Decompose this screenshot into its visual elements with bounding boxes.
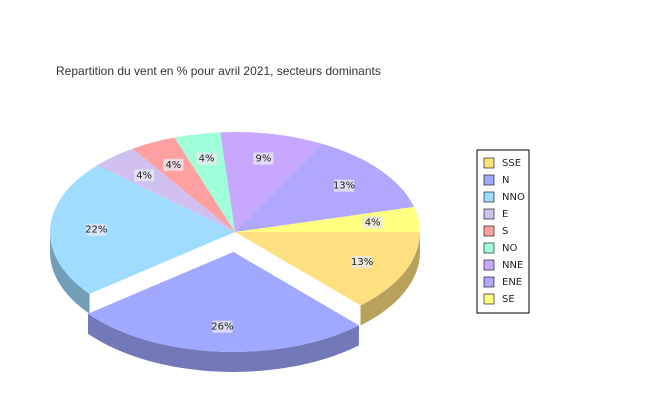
legend-label: NNE	[502, 260, 523, 271]
legend-label: N	[502, 175, 509, 186]
legend-swatch	[483, 191, 495, 203]
slice	[174, 132, 235, 232]
slice	[235, 232, 420, 306]
legend-swatch	[483, 225, 495, 237]
data-label: 9%	[255, 154, 271, 165]
slice	[87, 251, 359, 352]
legend-swatch	[483, 242, 495, 254]
data-label-bg	[253, 152, 274, 165]
slice	[97, 148, 236, 232]
data-label-bg	[334, 179, 355, 192]
legend-swatch	[483, 293, 495, 305]
legend-swatch	[483, 208, 495, 220]
data-label-bg	[134, 169, 155, 182]
legend-swatch	[483, 157, 495, 169]
legend-label: ENE	[502, 277, 522, 288]
chart-title: Repartition du vent en % pour avril 2021…	[56, 64, 381, 78]
legend-label: SE	[502, 294, 515, 305]
legend-label: E	[502, 209, 508, 220]
legend-label: NNO	[502, 192, 525, 203]
legend-label: S	[502, 226, 508, 237]
data-label-bg	[352, 256, 373, 269]
slice-side	[360, 232, 420, 326]
legend-label: NO	[502, 243, 517, 254]
slice	[132, 137, 235, 232]
slice	[235, 143, 415, 232]
legend-swatch	[483, 259, 495, 271]
slice-side	[50, 232, 90, 314]
legend-label: SSE	[502, 158, 521, 169]
data-label: 4%	[365, 218, 381, 229]
legend-swatch	[483, 276, 495, 288]
data-label: 26%	[211, 322, 233, 333]
legend-swatch	[483, 174, 495, 186]
data-label: 13%	[333, 181, 355, 192]
data-label: 4%	[136, 170, 152, 181]
slice-side	[87, 313, 359, 372]
data-label-bg	[163, 158, 184, 171]
data-label: 4%	[165, 160, 181, 171]
slice	[50, 165, 235, 294]
data-label: 4%	[199, 154, 215, 165]
slice	[220, 132, 323, 232]
data-label: 22%	[85, 225, 107, 236]
data-label: 13%	[351, 257, 373, 268]
data-label-bg	[196, 152, 217, 165]
data-label-bg	[86, 223, 107, 236]
data-label-bg	[362, 216, 383, 229]
data-label-bg	[212, 320, 233, 333]
